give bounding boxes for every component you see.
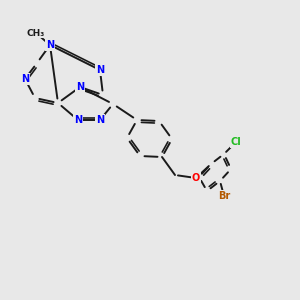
Text: O: O xyxy=(192,173,200,183)
Text: N: N xyxy=(21,74,29,84)
Text: N: N xyxy=(76,82,84,92)
Text: N: N xyxy=(96,65,104,75)
Text: Br: Br xyxy=(218,191,230,201)
Text: N: N xyxy=(96,115,104,125)
Text: N: N xyxy=(46,40,54,50)
Text: N: N xyxy=(74,115,82,125)
Text: CH₃: CH₃ xyxy=(27,28,45,38)
Text: Cl: Cl xyxy=(231,137,242,147)
